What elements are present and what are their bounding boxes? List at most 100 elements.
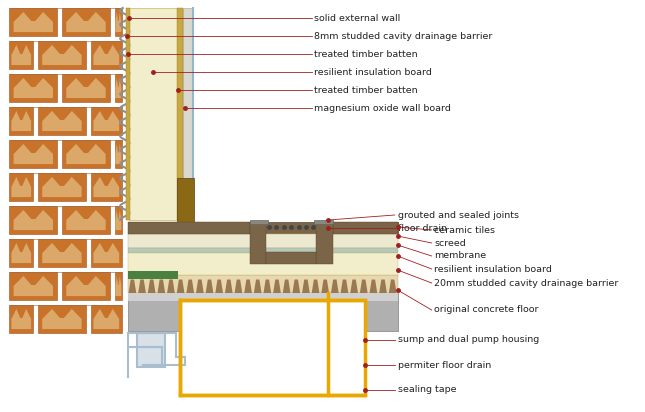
Polygon shape bbox=[177, 279, 184, 293]
Text: screed: screed bbox=[435, 239, 466, 248]
Polygon shape bbox=[215, 279, 223, 293]
Bar bbox=[115, 74, 122, 102]
Text: permiter floor drain: permiter floor drain bbox=[397, 360, 491, 370]
Polygon shape bbox=[42, 309, 82, 329]
Polygon shape bbox=[312, 279, 319, 293]
Polygon shape bbox=[360, 279, 368, 293]
Bar bbox=[333, 222, 397, 234]
Bar bbox=[90, 239, 122, 267]
Polygon shape bbox=[321, 279, 329, 293]
Bar bbox=[90, 107, 122, 135]
Polygon shape bbox=[94, 45, 119, 65]
Text: magnesium oxide wall board: magnesium oxide wall board bbox=[314, 103, 451, 112]
Bar bbox=[38, 107, 86, 135]
Polygon shape bbox=[14, 12, 53, 32]
Bar bbox=[266, 252, 316, 264]
Bar bbox=[180, 300, 365, 395]
Text: resilient insulation board: resilient insulation board bbox=[314, 68, 432, 77]
Polygon shape bbox=[157, 279, 165, 293]
Polygon shape bbox=[14, 210, 53, 230]
Polygon shape bbox=[254, 279, 262, 293]
Polygon shape bbox=[206, 279, 213, 293]
Bar bbox=[62, 206, 110, 234]
Bar bbox=[115, 206, 122, 234]
Bar bbox=[9, 272, 57, 300]
Polygon shape bbox=[244, 279, 252, 293]
Polygon shape bbox=[94, 111, 119, 131]
Text: grouted and sealed joints: grouted and sealed joints bbox=[397, 211, 519, 220]
Polygon shape bbox=[186, 279, 194, 293]
Text: treated timber batten: treated timber batten bbox=[314, 86, 418, 94]
Bar bbox=[316, 222, 333, 264]
Bar bbox=[90, 173, 122, 201]
Polygon shape bbox=[273, 279, 281, 293]
Polygon shape bbox=[389, 279, 397, 293]
Bar bbox=[128, 271, 179, 279]
Text: original concrete floor: original concrete floor bbox=[435, 306, 539, 314]
Polygon shape bbox=[167, 279, 175, 293]
Polygon shape bbox=[235, 279, 243, 293]
Bar bbox=[115, 140, 122, 168]
Polygon shape bbox=[12, 243, 31, 263]
Bar bbox=[62, 74, 110, 102]
Polygon shape bbox=[115, 144, 121, 164]
Bar bbox=[115, 272, 122, 300]
Text: resilient insulation board: resilient insulation board bbox=[435, 265, 552, 274]
Bar bbox=[62, 272, 110, 300]
Polygon shape bbox=[115, 210, 121, 230]
Polygon shape bbox=[42, 45, 82, 65]
Polygon shape bbox=[42, 111, 82, 131]
Polygon shape bbox=[94, 243, 119, 263]
Polygon shape bbox=[264, 279, 271, 293]
Polygon shape bbox=[12, 177, 31, 197]
Polygon shape bbox=[14, 276, 53, 296]
Polygon shape bbox=[66, 144, 106, 164]
Bar bbox=[9, 305, 34, 333]
Bar bbox=[128, 222, 397, 234]
Polygon shape bbox=[14, 78, 53, 98]
Bar bbox=[90, 305, 122, 333]
Bar bbox=[137, 333, 164, 367]
Bar bbox=[314, 220, 333, 224]
Polygon shape bbox=[138, 279, 146, 293]
Polygon shape bbox=[12, 45, 31, 65]
Bar bbox=[62, 8, 110, 36]
Text: 20mm studded cavity drainage barrier: 20mm studded cavity drainage barrier bbox=[435, 279, 619, 288]
Polygon shape bbox=[94, 177, 119, 197]
Bar bbox=[9, 239, 34, 267]
Polygon shape bbox=[66, 12, 106, 32]
Bar bbox=[9, 107, 34, 135]
Polygon shape bbox=[331, 279, 339, 293]
Polygon shape bbox=[42, 177, 82, 197]
Bar bbox=[9, 8, 57, 36]
Bar bbox=[177, 178, 194, 226]
Bar bbox=[38, 41, 86, 69]
Bar bbox=[126, 8, 130, 220]
Bar bbox=[9, 74, 57, 102]
Polygon shape bbox=[283, 279, 290, 293]
Bar bbox=[128, 275, 397, 293]
Bar bbox=[177, 8, 183, 220]
Polygon shape bbox=[128, 279, 136, 293]
Bar bbox=[250, 222, 266, 264]
Bar bbox=[9, 140, 57, 168]
Polygon shape bbox=[115, 276, 121, 296]
Polygon shape bbox=[66, 78, 106, 98]
Bar bbox=[128, 234, 397, 248]
Text: floor drain: floor drain bbox=[397, 223, 446, 232]
Text: ceramic tiles: ceramic tiles bbox=[435, 225, 495, 234]
Polygon shape bbox=[115, 78, 121, 98]
Polygon shape bbox=[66, 276, 106, 296]
Bar bbox=[183, 8, 192, 220]
Bar bbox=[128, 222, 250, 234]
Bar bbox=[9, 206, 57, 234]
Bar bbox=[128, 293, 397, 301]
Bar bbox=[62, 140, 110, 168]
Bar bbox=[38, 305, 86, 333]
Polygon shape bbox=[225, 279, 233, 293]
Bar bbox=[128, 248, 397, 253]
Text: membrane: membrane bbox=[435, 251, 486, 260]
Polygon shape bbox=[379, 279, 387, 293]
Text: 8mm studded cavity drainage barrier: 8mm studded cavity drainage barrier bbox=[314, 31, 493, 40]
Polygon shape bbox=[350, 279, 358, 293]
